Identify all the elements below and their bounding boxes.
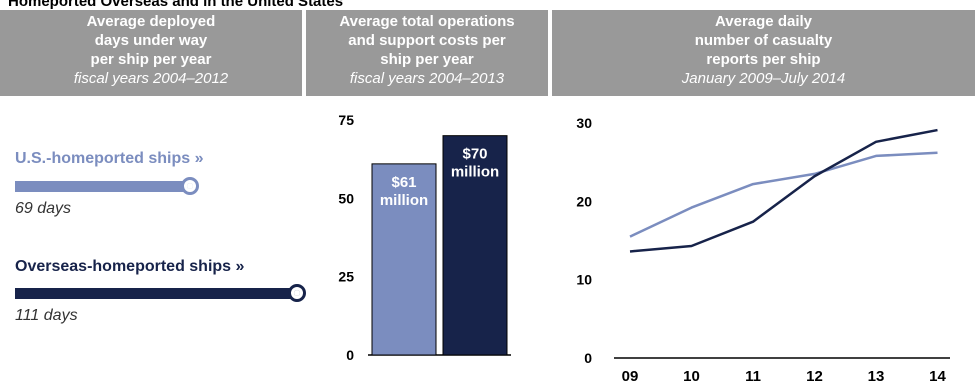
header-subtitle: January 2009–July 2014: [681, 70, 846, 87]
us-series-line: [629, 151, 938, 238]
overseas-homeported-label: Overseas-homeported ships »: [15, 258, 245, 275]
x-tick-label: 10: [683, 368, 700, 383]
y-tick-label: 30: [576, 115, 592, 131]
y-tick-label: 75: [338, 112, 354, 128]
overseas-days-bar-end-marker: [288, 284, 306, 302]
header-title-line: days under way: [94, 32, 208, 49]
x-tick-label: 11: [745, 368, 761, 383]
header-subtitle: fiscal years 2004–2012: [73, 70, 229, 87]
y-tick-label: 10: [576, 272, 592, 288]
casualty-line-chart: 0 10 20 30 09 10 11 12 13 14: [576, 115, 950, 383]
header-title-line: Average deployed: [86, 13, 216, 30]
x-tick-label: 09: [622, 368, 639, 383]
x-tick-label: 13: [868, 368, 885, 383]
y-tick-label: 0: [584, 350, 592, 366]
header-deployed-days: Average deployed days under way per ship…: [0, 10, 302, 96]
header-title-line: Average total operations: [339, 13, 515, 30]
header-title-line: reports per ship: [706, 51, 821, 68]
overseas-days-value: 111 days: [15, 307, 78, 324]
us-days-bar-end-marker: [180, 177, 199, 195]
x-tick-label: 14: [929, 368, 946, 383]
header-casualty-reports: Average daily number of casualty reports…: [552, 10, 975, 96]
header-title-line: and support costs per: [348, 32, 506, 49]
us-days-value: 69 days: [15, 200, 72, 217]
us-days-bar: [15, 181, 191, 192]
y-tick-label: 25: [338, 269, 354, 285]
header-title-line: per ship per year: [90, 51, 212, 68]
cost-value-label: $61: [391, 174, 416, 191]
header-costs: Average total operations and support cos…: [306, 10, 548, 96]
header-title-line: number of casualty: [694, 32, 833, 49]
cost-value-label: million: [380, 192, 428, 209]
cost-value-label: million: [451, 164, 499, 181]
overseas-cost-bar: [442, 135, 508, 356]
header-subtitle: fiscal years 2004–2013: [349, 70, 505, 87]
header-title-line: ship per year: [380, 51, 474, 68]
overseas-series-line: [629, 128, 938, 253]
header-title-line: Average daily: [715, 13, 812, 30]
x-tick-label: 12: [806, 368, 823, 383]
cost-value-label: $70: [462, 146, 487, 163]
page-title: Homeported Overseas and in the United St…: [8, 0, 344, 10]
us-homeported-label: U.S.-homeported ships »: [15, 150, 204, 167]
y-tick-label: 0: [346, 347, 354, 363]
overseas-days-bar: [15, 288, 298, 299]
us-cost-bar: [371, 163, 437, 356]
y-tick-label: 20: [576, 193, 592, 209]
y-tick-label: 50: [338, 190, 354, 206]
